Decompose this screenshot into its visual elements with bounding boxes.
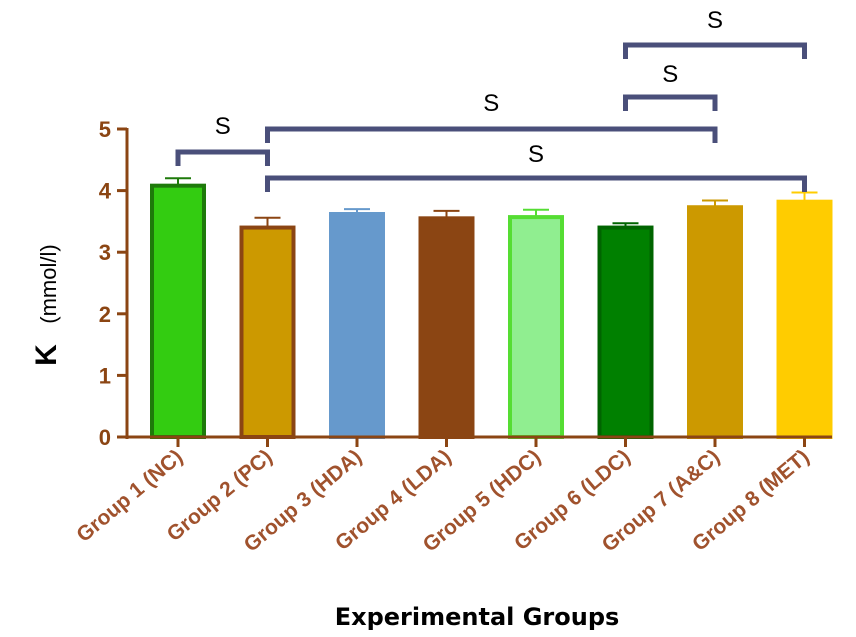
bar-8 xyxy=(776,199,833,439)
significance-label-4: S xyxy=(662,61,678,88)
y-tick-label: 5 xyxy=(99,117,111,142)
significance-label-3: S xyxy=(528,141,544,168)
bar-1 xyxy=(150,183,206,439)
y-tick-label: 0 xyxy=(99,425,111,450)
bar-7 xyxy=(687,205,743,439)
significance-label-5: S xyxy=(707,7,723,34)
bar-3 xyxy=(329,212,385,439)
y-tick-label: 3 xyxy=(99,240,111,265)
y-axis-title-unit: (mmol/l) xyxy=(36,244,61,323)
bar-6 xyxy=(597,225,654,439)
bar-4 xyxy=(418,216,475,439)
significance-bracket-1 xyxy=(175,149,270,166)
x-axis-title: Experimental Groups xyxy=(335,603,620,631)
significance-bracket-4 xyxy=(623,94,718,111)
y-axis-title-main: K xyxy=(30,344,63,366)
y-tick-label: 2 xyxy=(99,302,111,327)
significance-bracket-3 xyxy=(265,175,807,192)
significance-bracket-5 xyxy=(623,42,807,59)
y-tick-label: 4 xyxy=(99,179,112,204)
significance-label-1: S xyxy=(215,113,231,140)
significance-bracket-2 xyxy=(265,126,718,143)
bar-5 xyxy=(508,215,564,439)
bar-2 xyxy=(239,225,296,439)
significance-label-2: S xyxy=(483,90,499,117)
y-tick-label: 1 xyxy=(99,363,111,388)
